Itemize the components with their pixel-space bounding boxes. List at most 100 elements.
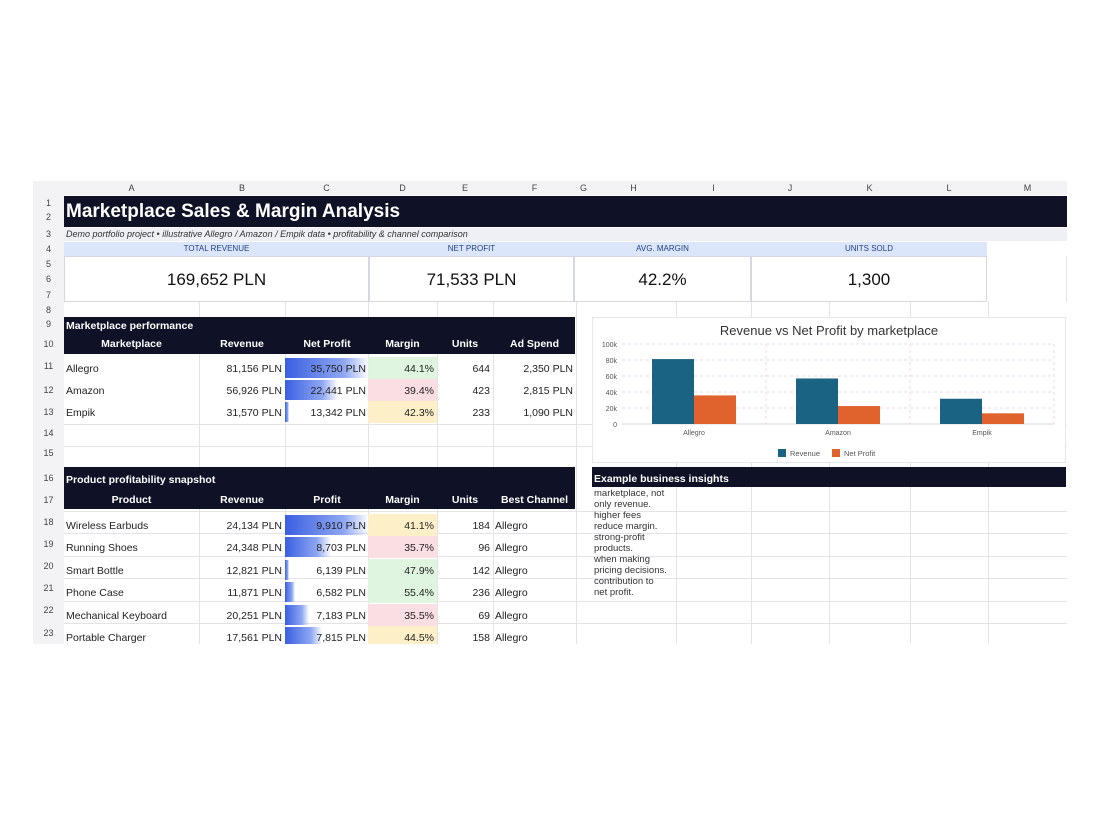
table-cell-revenue: 24,348 PLN — [226, 542, 282, 554]
y-tick-label: 80k — [606, 358, 618, 365]
table-cell-name: Wireless Earbuds — [66, 520, 149, 532]
kpi-card — [751, 256, 987, 302]
row-header-16[interactable]: 16 — [43, 473, 54, 483]
x-tick-label: Amazon — [825, 430, 851, 437]
table-cell-name: Phone Case — [66, 587, 124, 599]
column-header-J[interactable]: J — [787, 183, 793, 193]
row-header-17[interactable]: 17 — [43, 495, 54, 505]
row-header-15[interactable]: 15 — [43, 448, 54, 458]
row-header-10[interactable]: 10 — [43, 339, 54, 349]
column-header-C[interactable]: C — [323, 183, 330, 193]
row-header-5[interactable]: 5 — [45, 259, 51, 269]
table-cell-revenue: 56,926 PLN — [226, 385, 282, 397]
table-cell-revenue: 12,821 PLN — [226, 565, 282, 577]
gridline-horizontal — [64, 446, 1067, 447]
table-cell-revenue: 20,251 PLN — [226, 610, 282, 622]
row-header-9[interactable]: 9 — [45, 319, 51, 329]
insights-title: Example business insights — [594, 473, 729, 485]
gridline-horizontal — [64, 556, 1067, 557]
table-cell-channel: Allegro — [495, 610, 528, 622]
table-cell-margin: 35.5% — [404, 610, 434, 622]
row-header-4[interactable]: 4 — [45, 244, 51, 254]
insight-line: marketplace, not — [594, 488, 665, 499]
row-header-14[interactable]: 14 — [43, 428, 54, 438]
kpi-label: NET PROFIT — [447, 244, 496, 253]
profit-data-bar — [285, 560, 289, 580]
row-header-20[interactable]: 20 — [43, 561, 54, 571]
marketplace-table-header — [64, 317, 575, 354]
row-header-12[interactable]: 12 — [43, 385, 54, 395]
kpi-value: 1,300 — [847, 270, 891, 289]
revenue-profit-chart[interactable]: Revenue vs Net Profit by marketplace 0 20k… — [592, 317, 1066, 463]
table-cell-ad_spend: 2,815 PLN — [523, 385, 573, 397]
table-cell-name: Amazon — [66, 385, 105, 397]
column-header-I[interactable]: I — [712, 183, 715, 193]
table-cell-revenue: 17,561 PLN — [226, 632, 282, 644]
table-cell-revenue: 31,570 PLN — [226, 407, 282, 419]
legend-label: Revenue — [790, 449, 820, 458]
table-cell-profit: 6,139 PLN — [316, 565, 366, 577]
row-header-8[interactable]: 8 — [45, 305, 51, 315]
insights-header — [592, 467, 1066, 487]
legend-label: Net Profit — [844, 449, 876, 458]
column-header-E[interactable]: E — [461, 183, 468, 193]
page-title: Marketplace Sales & Margin Analysis — [66, 201, 401, 222]
insight-line: strong-profit — [594, 532, 645, 543]
column-header-L[interactable]: L — [946, 183, 952, 193]
kpi-card — [369, 256, 574, 302]
margin-heat-cell — [368, 379, 437, 401]
row-header-22[interactable]: 22 — [43, 605, 54, 615]
gridline-horizontal — [64, 533, 1067, 534]
table-cell-units: 423 — [472, 385, 490, 397]
column-header-D[interactable]: D — [399, 183, 406, 193]
table-cell-channel: Allegro — [495, 587, 528, 599]
insight-line: contribution to — [594, 576, 654, 587]
gridline-horizontal — [64, 601, 1067, 602]
row-header-1[interactable]: 1 — [45, 198, 51, 208]
product-section-title: Product profitability snapshot — [66, 474, 216, 486]
profit-data-bar — [285, 627, 322, 644]
insight-line: higher fees — [594, 510, 642, 521]
row-header-6[interactable]: 6 — [45, 274, 51, 284]
column-header-M[interactable]: M — [1023, 183, 1032, 193]
kpi-value: 169,652 PLN — [166, 270, 267, 289]
row-header-3[interactable]: 3 — [45, 229, 51, 239]
table-header-cell: Margin — [385, 338, 420, 350]
insight-line: when making — [594, 554, 650, 565]
title-banner — [64, 196, 1067, 227]
insight-line: reduce margin. — [594, 521, 658, 532]
table-cell-margin: 55.4% — [404, 587, 434, 599]
table-header-cell: Ad Spend — [510, 338, 559, 350]
column-header-B[interactable]: B — [238, 183, 245, 193]
row-header-13[interactable]: 13 — [43, 407, 54, 417]
insight-line: only revenue. — [594, 499, 652, 510]
row-header-23[interactable]: 23 — [43, 628, 54, 638]
row-header-2[interactable]: 2 — [45, 212, 51, 222]
row-header-19[interactable]: 19 — [43, 539, 54, 549]
table-header-cell: Best Channel — [500, 494, 569, 506]
row-header-21[interactable]: 21 — [43, 583, 54, 593]
table-header-cell: Units — [451, 338, 479, 350]
subtitle: Demo portfolio project • illustrative Al… — [66, 229, 468, 239]
table-cell-profit: 7,183 PLN — [316, 610, 366, 622]
x-tick-label: Empik — [972, 430, 992, 437]
table-cell-name: Allegro — [66, 363, 99, 375]
row-header-18[interactable]: 18 — [43, 517, 54, 527]
column-header-F[interactable]: F — [531, 183, 538, 193]
gridline-vertical — [576, 301, 577, 644]
margin-heat-cell — [368, 514, 437, 536]
table-cell-margin: 39.4% — [404, 385, 434, 397]
column-header-H[interactable]: H — [630, 183, 637, 193]
column-header-A[interactable]: A — [128, 183, 135, 193]
table-cell-channel: Allegro — [495, 632, 528, 644]
row-header-7[interactable]: 7 — [45, 290, 51, 300]
column-header-K[interactable]: K — [866, 183, 873, 193]
column-header-G[interactable]: G — [579, 183, 587, 193]
kpi-label: AVG. MARGIN — [636, 244, 689, 253]
row-header-11[interactable]: 11 — [43, 361, 54, 371]
profit-data-bar — [285, 605, 309, 625]
margin-heat-cell — [368, 626, 437, 644]
gridline-horizontal — [64, 623, 1067, 624]
y-tick-label: 0 — [613, 422, 617, 429]
